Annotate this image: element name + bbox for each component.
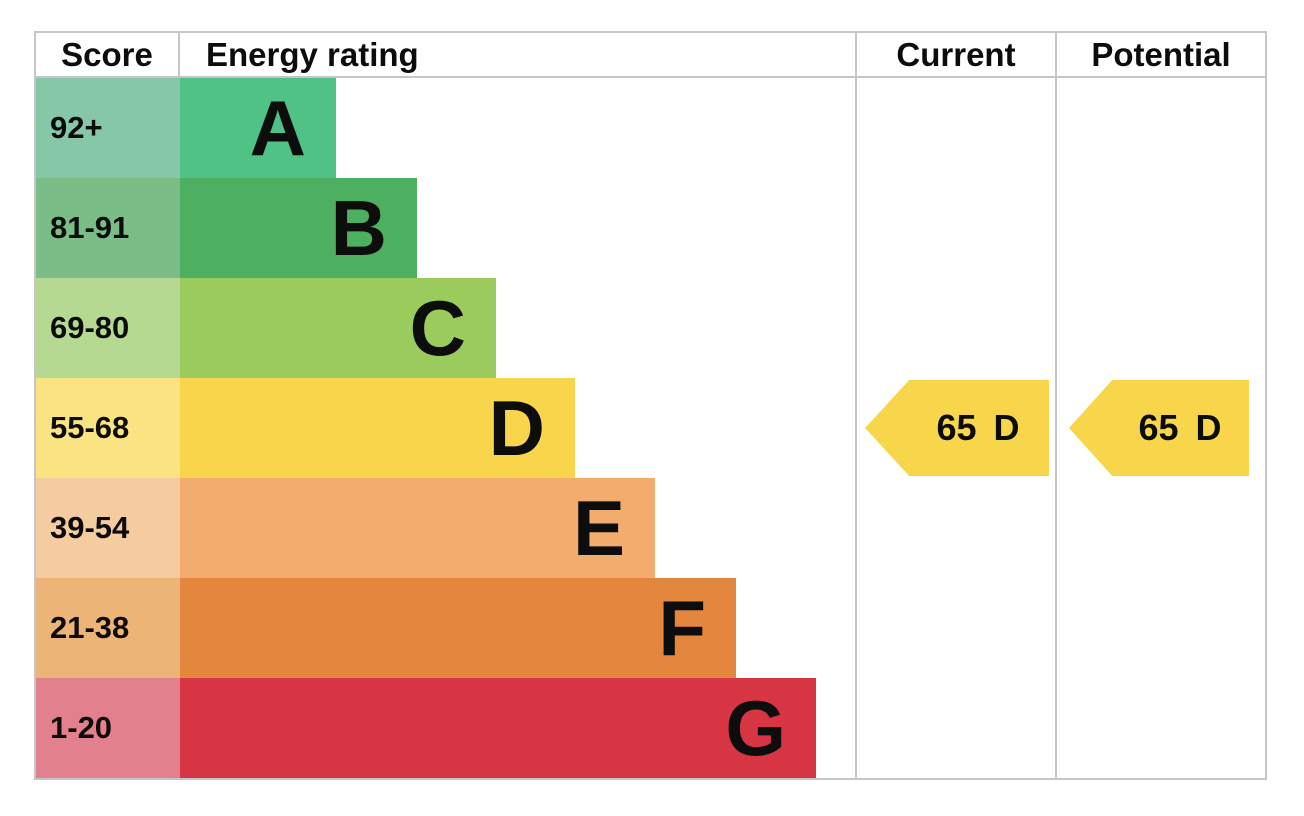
rating-bar-a: A <box>180 78 336 178</box>
rating-bar-e: E <box>180 478 655 578</box>
rating-bar-g: G <box>180 678 816 778</box>
score-cell-g: 1-20 <box>36 678 180 778</box>
column-header-score: Score <box>36 33 180 78</box>
bar-cell-g: G <box>180 678 855 778</box>
column-header-energy-rating: Energy rating <box>180 33 855 78</box>
current-rating-column: 65 D <box>855 78 1055 778</box>
bar-cell-f: F <box>180 578 855 678</box>
score-cell-a: 92+ <box>36 78 180 178</box>
bar-cell-a: A <box>180 78 855 178</box>
column-header-current: Current <box>855 33 1055 78</box>
bar-cell-e: E <box>180 478 855 578</box>
current-rating-value: 65 <box>936 407 977 448</box>
bar-cell-b: B <box>180 178 855 278</box>
rating-bar-b: B <box>180 178 417 278</box>
band-letter-e: E <box>572 484 625 572</box>
band-letter-b: B <box>330 184 387 272</box>
band-letter-a: A <box>249 84 306 172</box>
epc-rating-table: Score Energy rating Current Potential 92… <box>34 31 1267 780</box>
column-header-potential: Potential <box>1055 33 1265 78</box>
bar-cell-c: C <box>180 278 855 378</box>
band-letter-f: F <box>658 584 706 672</box>
rating-bar-d: D <box>180 378 575 478</box>
score-cell-e: 39-54 <box>36 478 180 578</box>
potential-rating-value: 65 <box>1138 407 1179 448</box>
score-cell-f: 21-38 <box>36 578 180 678</box>
potential-rating-column: 65 D <box>1055 78 1265 778</box>
potential-rating-arrow: 65 D <box>1069 380 1249 476</box>
score-cell-c: 69-80 <box>36 278 180 378</box>
score-cell-d: 55-68 <box>36 378 180 478</box>
rating-bar-f: F <box>180 578 736 678</box>
bar-cell-d: D <box>180 378 855 478</box>
band-letter-d: D <box>488 384 545 472</box>
rating-bar-c: C <box>180 278 496 378</box>
current-rating-arrow: 65 D <box>865 380 1049 476</box>
band-letter-g: G <box>725 684 786 772</box>
band-letter-c: C <box>409 284 466 372</box>
potential-rating-letter: D <box>1195 407 1222 448</box>
current-rating-letter: D <box>993 407 1020 448</box>
score-cell-b: 81-91 <box>36 178 180 278</box>
